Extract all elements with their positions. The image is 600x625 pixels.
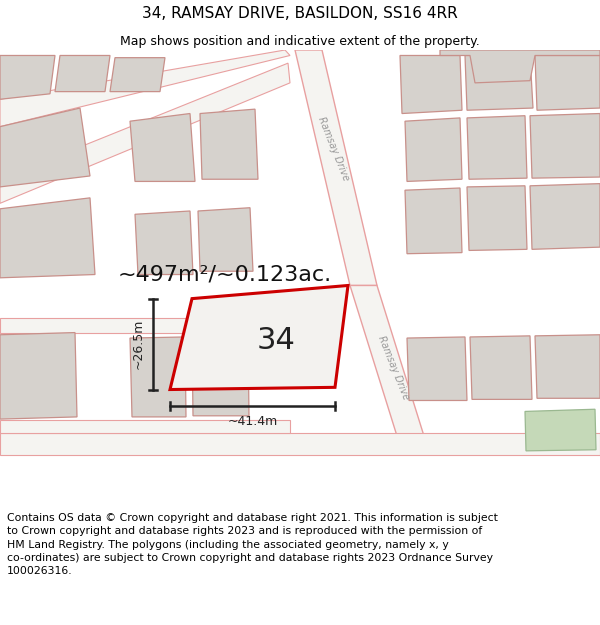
Polygon shape — [407, 337, 467, 401]
Polygon shape — [0, 50, 290, 127]
Text: ~497m²/~0.123ac.: ~497m²/~0.123ac. — [118, 264, 332, 284]
Polygon shape — [405, 188, 462, 254]
Polygon shape — [530, 114, 600, 178]
Polygon shape — [440, 50, 600, 83]
Text: 34, RAMSAY DRIVE, BASILDON, SS16 4RR: 34, RAMSAY DRIVE, BASILDON, SS16 4RR — [142, 6, 458, 21]
Polygon shape — [535, 335, 600, 398]
Polygon shape — [0, 56, 55, 99]
Polygon shape — [470, 336, 532, 399]
Polygon shape — [467, 116, 527, 179]
Polygon shape — [0, 433, 600, 455]
Polygon shape — [110, 58, 165, 92]
Text: Contains OS data © Crown copyright and database right 2021. This information is : Contains OS data © Crown copyright and d… — [7, 513, 498, 576]
Polygon shape — [135, 211, 193, 274]
Polygon shape — [130, 114, 195, 181]
Text: 34: 34 — [257, 326, 296, 355]
Polygon shape — [0, 420, 290, 433]
Polygon shape — [0, 198, 95, 278]
Polygon shape — [192, 336, 249, 416]
Polygon shape — [0, 318, 290, 332]
Text: Map shows position and indicative extent of the property.: Map shows position and indicative extent… — [120, 34, 480, 48]
Polygon shape — [295, 50, 377, 286]
Polygon shape — [350, 286, 430, 455]
Text: Ramsay Drive: Ramsay Drive — [376, 334, 410, 401]
Polygon shape — [170, 286, 348, 389]
Polygon shape — [535, 56, 600, 110]
Polygon shape — [525, 409, 596, 451]
Polygon shape — [530, 184, 600, 249]
Text: Ramsay Drive: Ramsay Drive — [316, 115, 350, 182]
Polygon shape — [0, 63, 290, 203]
Polygon shape — [130, 337, 186, 417]
Polygon shape — [0, 108, 90, 187]
Polygon shape — [198, 208, 253, 271]
Polygon shape — [465, 56, 533, 110]
Polygon shape — [200, 109, 258, 179]
Polygon shape — [467, 186, 527, 251]
Polygon shape — [400, 56, 462, 114]
Polygon shape — [405, 118, 462, 181]
Polygon shape — [0, 332, 77, 419]
Text: ~26.5m: ~26.5m — [132, 319, 145, 369]
Text: ~41.4m: ~41.4m — [227, 415, 278, 428]
Polygon shape — [55, 56, 110, 92]
